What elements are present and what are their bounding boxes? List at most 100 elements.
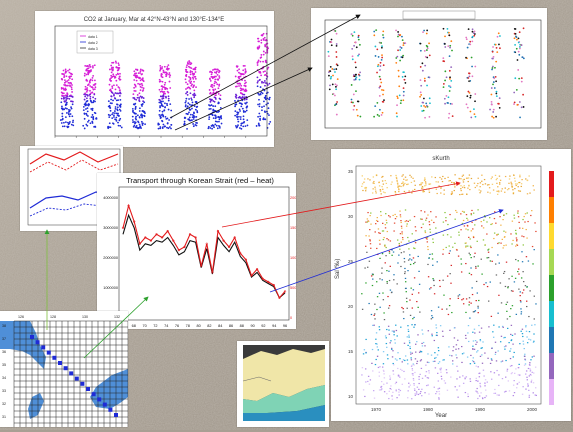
- salinity-point: [388, 250, 391, 253]
- salinity-point: [401, 237, 404, 239]
- salinity-point: [394, 382, 397, 385]
- co2-scatter-point: [61, 94, 63, 97]
- salinity-point: [460, 188, 462, 190]
- salinity-point: [421, 218, 423, 220]
- co2-scatter-point: [255, 125, 258, 127]
- co2-scatter-point: [186, 107, 189, 110]
- scatter-right-point: [522, 93, 525, 96]
- salinity-point: [526, 376, 528, 378]
- salinity-point: [496, 394, 498, 396]
- co2-scatter-point: [134, 90, 137, 92]
- co2-scatter-point: [61, 105, 63, 108]
- salinity-point: [449, 354, 451, 357]
- co2-scatter-point: [119, 117, 122, 120]
- salinity-point: [366, 251, 368, 253]
- co2-scatter-point: [219, 94, 222, 97]
- salinity-point: [534, 394, 536, 396]
- salinity-point: [505, 303, 507, 306]
- co2-scatter-point: [170, 127, 172, 130]
- salinity-point: [381, 176, 383, 178]
- salinity-point: [436, 261, 438, 263]
- co2-scatter-point: [89, 65, 92, 68]
- salinity-point: [458, 231, 460, 233]
- scatter-right-point: [331, 83, 334, 86]
- salinity-point: [512, 290, 514, 292]
- salinity-point: [386, 328, 388, 331]
- scatter-right-point: [378, 75, 381, 78]
- salinity-point: [480, 258, 482, 260]
- salinity-point: [430, 287, 432, 289]
- salinity-point: [452, 363, 454, 365]
- co2-scatter-point: [62, 121, 65, 124]
- co2-scatter-point: [143, 110, 146, 113]
- salinity-y-tick: 10: [348, 394, 354, 399]
- salinity-point: [376, 343, 378, 345]
- co2-scatter-point: [240, 97, 243, 100]
- salinity-point: [497, 254, 499, 256]
- salinity-point: [472, 228, 474, 230]
- co2-scatter-point: [116, 106, 119, 109]
- co2-scatter-point: [86, 107, 89, 110]
- scatter-right-point: [423, 77, 426, 80]
- co2-scatter-point: [107, 100, 110, 103]
- salinity-point: [479, 340, 482, 342]
- salinity-point: [382, 351, 385, 353]
- co2-scatter-point: [109, 126, 112, 129]
- salinity-point: [445, 217, 447, 219]
- scatter-right-point: [518, 77, 521, 80]
- co2-scatter-point: [118, 77, 120, 80]
- co2-scatter-point: [193, 105, 196, 107]
- salinity-point: [530, 381, 533, 383]
- salinity-point: [433, 339, 436, 342]
- salinity-point: [367, 266, 369, 268]
- co2-scatter-point: [165, 95, 167, 98]
- salinity-point: [412, 177, 414, 179]
- salinity-point: [467, 395, 469, 398]
- scatter-right-point: [329, 66, 332, 68]
- salinity-point: [383, 373, 385, 375]
- co2-scatter-point: [72, 119, 75, 122]
- scatter-right-point: [425, 102, 428, 105]
- co2-scatter-point: [185, 81, 187, 84]
- scatter-right-point: [474, 65, 477, 68]
- salinity-point: [514, 180, 516, 182]
- salinity-point: [520, 311, 523, 313]
- co2-scatter-point: [141, 105, 143, 107]
- salinity-point: [406, 183, 408, 186]
- salinity-point: [432, 278, 434, 280]
- co2-scatter-point: [243, 64, 246, 67]
- salinity-point: [402, 311, 405, 313]
- salinity-point: [513, 217, 516, 219]
- scatter-right-point: [382, 30, 385, 33]
- co2-scatter-point: [134, 85, 137, 88]
- scatter-right-point: [447, 116, 450, 119]
- salinity-point: [533, 372, 535, 374]
- salinity-point: [518, 381, 520, 383]
- co2-scatter-point: [240, 105, 243, 108]
- salinity-point: [375, 174, 378, 177]
- salinity-point: [450, 282, 452, 284]
- salinity-point: [435, 356, 437, 359]
- scatter-right-point: [451, 115, 454, 118]
- salinity-point: [505, 345, 507, 347]
- co2-scatter-point: [71, 84, 73, 86]
- salinity-point: [412, 374, 414, 376]
- transport-x-tick: 96: [283, 324, 287, 328]
- co2-scatter-point: [117, 86, 120, 88]
- scatter-right-point: [380, 58, 383, 61]
- scatter-right-point: [474, 100, 476, 103]
- scatter-right-point: [495, 46, 498, 49]
- co2-scatter-point: [91, 107, 94, 110]
- salinity-point: [526, 237, 528, 239]
- salinity-point: [409, 384, 411, 386]
- co2-scatter-point: [91, 114, 94, 116]
- salinity-point: [522, 386, 524, 388]
- salinity-point: [364, 395, 366, 398]
- scatter-right-point: [522, 27, 525, 30]
- scatter-right-point: [424, 116, 426, 119]
- transport-point: [267, 280, 270, 284]
- scatter-right-point: [513, 103, 515, 105]
- salinity-point: [485, 389, 487, 391]
- co2-scatter-point: [170, 116, 173, 119]
- salinity-point: [504, 236, 506, 238]
